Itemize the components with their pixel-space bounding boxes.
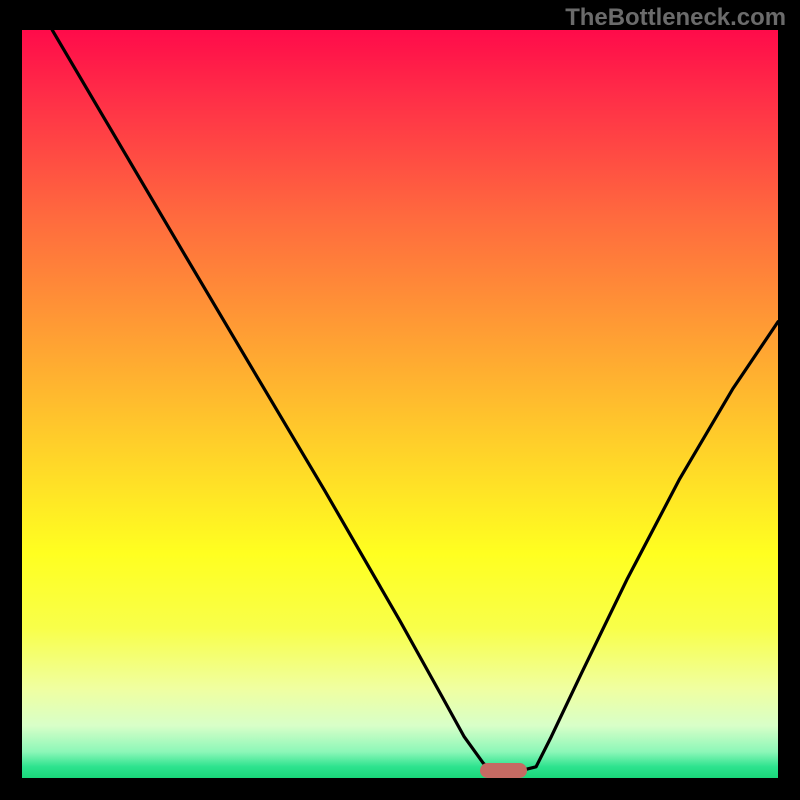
- chart-frame: TheBottleneck.com: [0, 0, 800, 800]
- plot-area: [22, 30, 778, 778]
- bottleneck-curve: [22, 30, 778, 778]
- optimal-range-marker: [480, 763, 527, 778]
- watermark-text: TheBottleneck.com: [565, 4, 786, 32]
